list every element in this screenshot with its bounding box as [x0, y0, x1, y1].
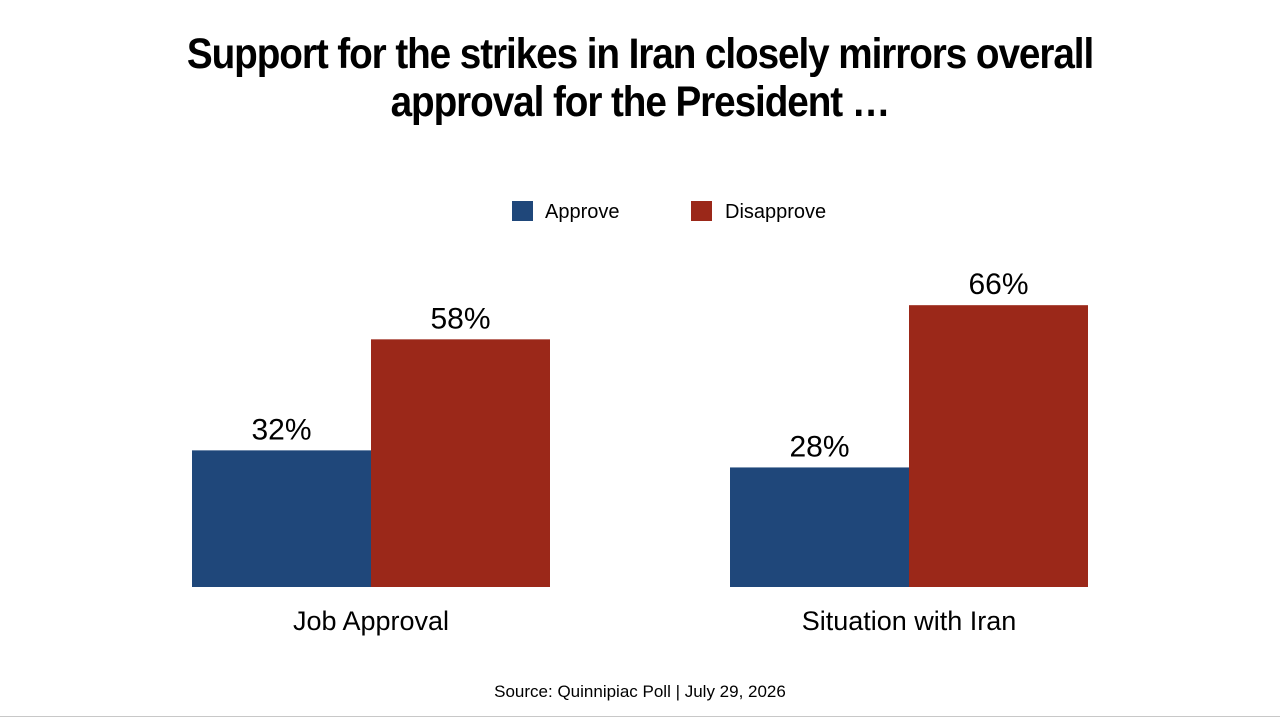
bottom-divider	[0, 716, 1280, 717]
title-line-2: approval for the President …	[390, 78, 891, 126]
data-label-disapprove-0: 58%	[430, 302, 490, 335]
data-label-disapprove-1: 66%	[968, 268, 1028, 301]
bar-disapprove-0	[371, 339, 550, 587]
bar-approve-1	[730, 467, 909, 587]
data-label-approve-1: 28%	[789, 430, 849, 463]
source-note: Source: Quinnipiac Poll | July 29, 2026	[494, 682, 786, 701]
category-label-1: Situation with Iran	[802, 606, 1017, 636]
bar-approve-0	[192, 450, 371, 587]
legend-label-disapprove: Disapprove	[725, 201, 826, 223]
legend-swatch-approve	[512, 201, 533, 221]
chart-title: Support for the strikes in Iran closely …	[64, 30, 1216, 126]
legend-swatch-disapprove	[691, 201, 712, 221]
category-label-0: Job Approval	[293, 606, 449, 636]
bar-disapprove-1	[909, 305, 1088, 587]
data-label-approve-0: 32%	[251, 413, 311, 446]
title-line-1: Support for the strikes in Iran closely …	[186, 30, 1094, 78]
legend-label-approve: Approve	[545, 201, 620, 223]
